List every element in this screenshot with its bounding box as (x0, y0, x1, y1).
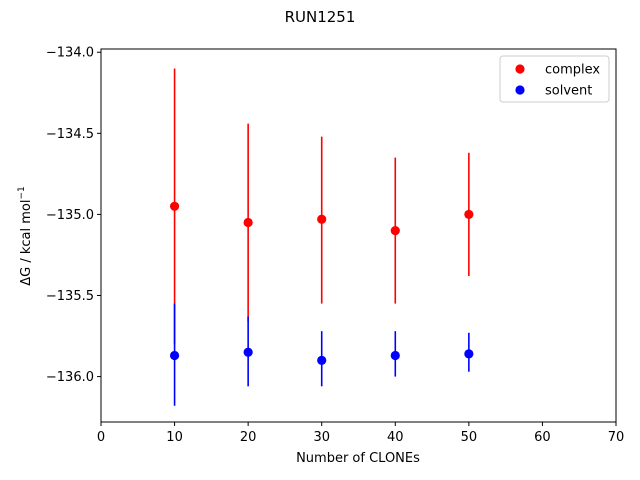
series-solvent (169, 303, 474, 406)
y-axis-label: ΔG / kcal mol−1 (17, 186, 34, 286)
y-tick-label: −135.5 (46, 289, 94, 304)
x-tick-label: 60 (534, 430, 551, 445)
x-tick-label: 0 (97, 430, 105, 445)
data-point-solvent (243, 347, 253, 357)
data-point-solvent (317, 355, 327, 365)
y-axis-label-superscript: −1 (17, 186, 27, 199)
legend-marker-solvent (515, 85, 525, 95)
legend-label-complex: complex (545, 63, 600, 78)
data-point-complex (317, 214, 327, 224)
x-tick-label: 10 (166, 430, 183, 445)
legend-box (499, 55, 610, 103)
series-complex (169, 68, 474, 345)
y-axis-label-main: ΔG / kcal mol (19, 200, 34, 286)
y-axis: −134.0 −134.5 −135.0 −135.5 −136.0 (46, 46, 101, 385)
y-tick-label: −134.5 (46, 127, 94, 142)
y-tick-label: −136.0 (46, 370, 94, 385)
data-point-solvent (169, 350, 180, 361)
y-tick-label: −134.0 (46, 46, 94, 61)
x-tick-label: 50 (461, 430, 478, 445)
x-tick-label: 40 (387, 430, 404, 445)
data-point-solvent (464, 349, 474, 359)
y-tick-label: −135.0 (46, 208, 94, 223)
x-tick-label: 30 (313, 430, 330, 445)
x-axis: 0 10 20 30 40 50 60 70 (97, 422, 624, 445)
data-point-complex (169, 201, 180, 211)
data-point-complex (390, 226, 400, 236)
legend-label-solvent: solvent (545, 84, 592, 99)
plot-frame (100, 48, 617, 423)
legend: complex solvent (499, 55, 610, 103)
plot-area (100, 48, 617, 423)
legend-marker-complex (515, 64, 525, 74)
data-point-complex (464, 209, 474, 220)
x-axis-label: Number of CLONEs (296, 451, 420, 466)
data-point-complex (243, 217, 253, 228)
data-point-solvent (390, 350, 400, 361)
x-tick-label: 20 (240, 430, 257, 445)
chart-title: RUN1251 (285, 8, 356, 26)
x-tick-label: 70 (608, 430, 625, 445)
